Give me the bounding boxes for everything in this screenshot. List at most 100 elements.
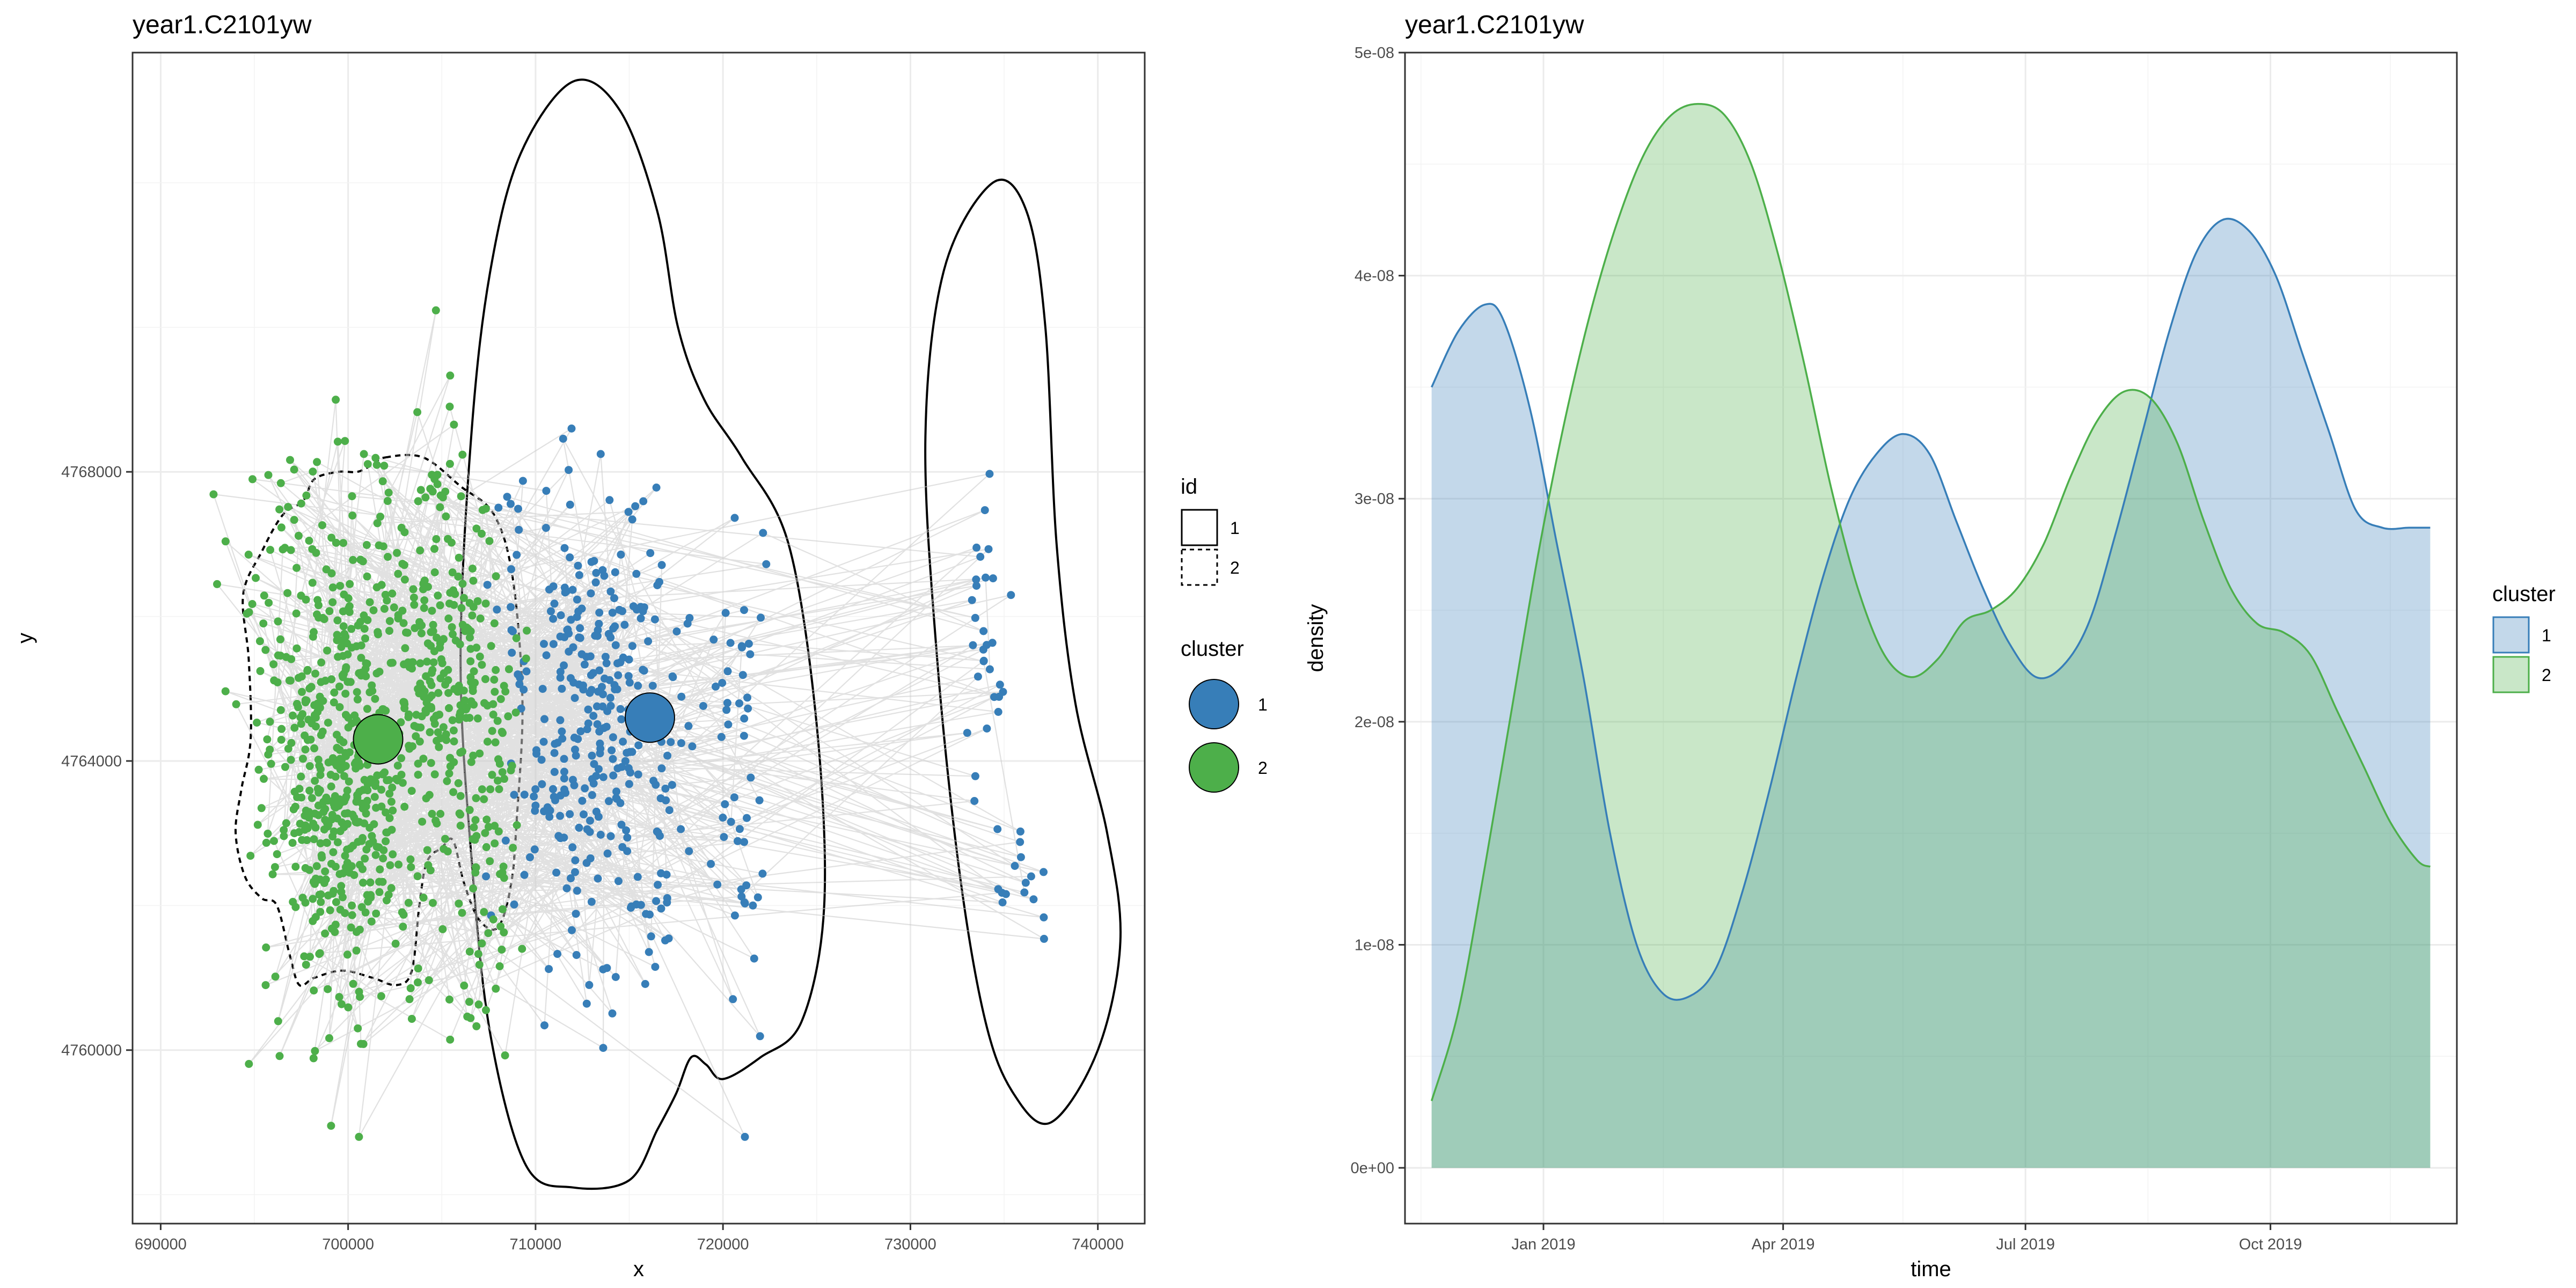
location-point-cluster-2 [344,594,353,603]
location-point-cluster-2 [488,771,496,779]
location-point-cluster-1 [626,748,634,756]
location-point-cluster-2 [435,711,444,719]
location-point-cluster-2 [317,851,326,860]
location-point-cluster-2 [454,572,463,581]
location-point-cluster-1 [723,699,731,707]
location-point-cluster-2 [377,992,385,1000]
location-point-cluster-2 [433,819,441,828]
location-point-cluster-2 [322,838,331,847]
cluster-legend-density-key-1 [2492,616,2530,654]
location-point-cluster-2 [317,658,326,667]
location-point-cluster-2 [346,580,354,588]
location-point-cluster-2 [291,862,300,871]
location-point-cluster-2 [333,838,342,846]
location-point-cluster-1 [1040,868,1048,876]
location-point-cluster-2 [443,847,452,855]
location-point-cluster-2 [459,594,468,602]
location-point-cluster-1 [560,661,568,670]
location-point-cluster-1 [657,904,665,913]
location-point-cluster-2 [327,675,336,684]
location-point-cluster-2 [282,819,290,828]
location-point-cluster-2 [444,614,453,623]
location-point-cluster-1 [594,874,602,883]
location-point-cluster-1 [624,672,633,680]
location-point-cluster-1 [595,727,604,736]
location-point-cluster-2 [385,814,394,822]
location-point-cluster-1 [639,607,647,616]
location-point-cluster-1 [516,674,524,682]
location-point-cluster-2 [399,923,407,931]
location-point-cluster-1 [605,496,614,504]
location-point-cluster-2 [388,589,397,598]
location-point-cluster-1 [993,825,1002,833]
location-point-cluster-2 [387,884,396,892]
location-point-cluster-2 [352,946,361,955]
location-point-cluster-2 [436,810,445,818]
location-point-cluster-2 [331,920,340,929]
location-point-cluster-1 [712,682,720,691]
location-point-cluster-2 [353,688,361,697]
location-point-cluster-2 [472,1022,481,1030]
location-point-cluster-2 [478,530,486,538]
location-point-cluster-1 [572,951,581,959]
location-point-cluster-2 [478,939,486,948]
location-point-cluster-2 [472,863,480,872]
location-point-cluster-2 [400,802,409,811]
location-point-cluster-2 [382,837,390,846]
location-point-cluster-2 [315,762,324,770]
location-point-cluster-2 [406,855,415,863]
location-point-cluster-1 [979,656,988,665]
location-point-cluster-1 [985,470,994,478]
location-point-cluster-2 [493,716,502,725]
location-point-cluster-1 [652,484,661,492]
location-point-cluster-2 [317,890,325,899]
location-point-cluster-2 [328,832,337,841]
location-point-cluster-2 [341,909,349,917]
location-point-cluster-2 [363,572,371,581]
location-point-cluster-2 [348,511,357,520]
location-point-cluster-1 [645,948,653,956]
location-point-cluster-2 [327,569,336,577]
location-point-cluster-1 [989,574,997,583]
location-point-cluster-2 [358,834,367,842]
location-point-cluster-2 [320,615,328,624]
location-point-cluster-2 [303,667,312,675]
location-point-cluster-1 [664,934,673,943]
location-point-cluster-1 [1020,888,1029,897]
location-point-cluster-2 [482,843,491,851]
location-point-cluster-2 [330,887,338,895]
location-point-cluster-1 [550,749,559,757]
location-point-cluster-1 [608,1009,617,1018]
location-point-cluster-2 [434,728,442,737]
location-point-cluster-1 [598,683,606,691]
spatial-x-tick-label: 740000 [1072,1236,1124,1253]
location-point-cluster-2 [398,908,406,917]
location-point-cluster-2 [298,836,306,844]
density-x-tick-label: Jul 2019 [1996,1236,2055,1253]
location-point-cluster-2 [444,535,452,543]
location-point-cluster-2 [324,985,332,993]
location-point-cluster-1 [699,702,707,710]
location-point-cluster-2 [274,651,282,660]
location-point-cluster-1 [599,690,607,699]
location-point-cluster-2 [305,809,313,818]
location-point-cluster-2 [443,777,451,785]
location-point-cluster-2 [213,580,221,588]
location-point-cluster-2 [311,669,319,678]
location-point-cluster-1 [650,615,659,624]
location-point-cluster-2 [305,866,313,874]
location-point-cluster-1 [619,737,627,746]
location-point-cluster-1 [634,741,643,750]
location-point-cluster-2 [490,676,499,684]
location-point-cluster-2 [273,850,281,859]
location-point-cluster-2 [512,634,521,642]
location-point-cluster-2 [438,925,447,933]
location-point-cluster-2 [374,628,382,636]
location-point-cluster-1 [542,487,551,495]
location-point-cluster-2 [348,492,356,501]
location-point-cluster-2 [480,699,488,707]
location-point-cluster-2 [340,630,349,638]
location-point-cluster-1 [735,699,743,708]
location-point-cluster-1 [628,642,636,650]
location-point-cluster-1 [730,793,738,802]
